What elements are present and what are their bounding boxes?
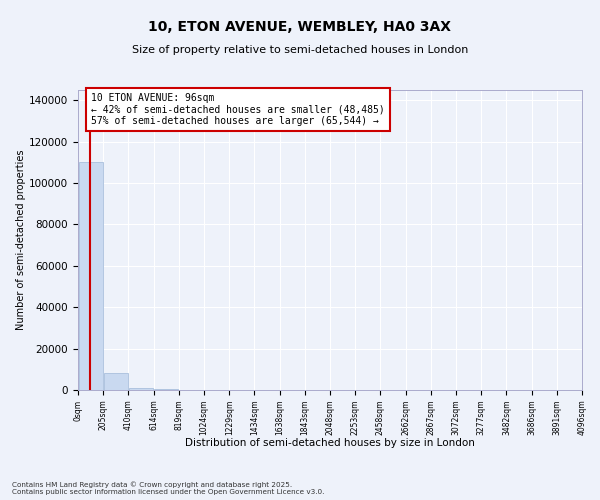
Text: Size of property relative to semi-detached houses in London: Size of property relative to semi-detach… bbox=[132, 45, 468, 55]
Bar bbox=[79, 162, 103, 390]
Text: Contains HM Land Registry data © Crown copyright and database right 2025.
Contai: Contains HM Land Registry data © Crown c… bbox=[12, 482, 325, 495]
Bar bbox=[129, 388, 153, 390]
Y-axis label: Number of semi-detached properties: Number of semi-detached properties bbox=[16, 150, 26, 330]
X-axis label: Distribution of semi-detached houses by size in London: Distribution of semi-detached houses by … bbox=[185, 438, 475, 448]
Text: 10 ETON AVENUE: 96sqm
← 42% of semi-detached houses are smaller (48,485)
57% of : 10 ETON AVENUE: 96sqm ← 42% of semi-deta… bbox=[91, 93, 385, 126]
Text: 10, ETON AVENUE, WEMBLEY, HA0 3AX: 10, ETON AVENUE, WEMBLEY, HA0 3AX bbox=[149, 20, 452, 34]
Bar bbox=[104, 374, 128, 390]
